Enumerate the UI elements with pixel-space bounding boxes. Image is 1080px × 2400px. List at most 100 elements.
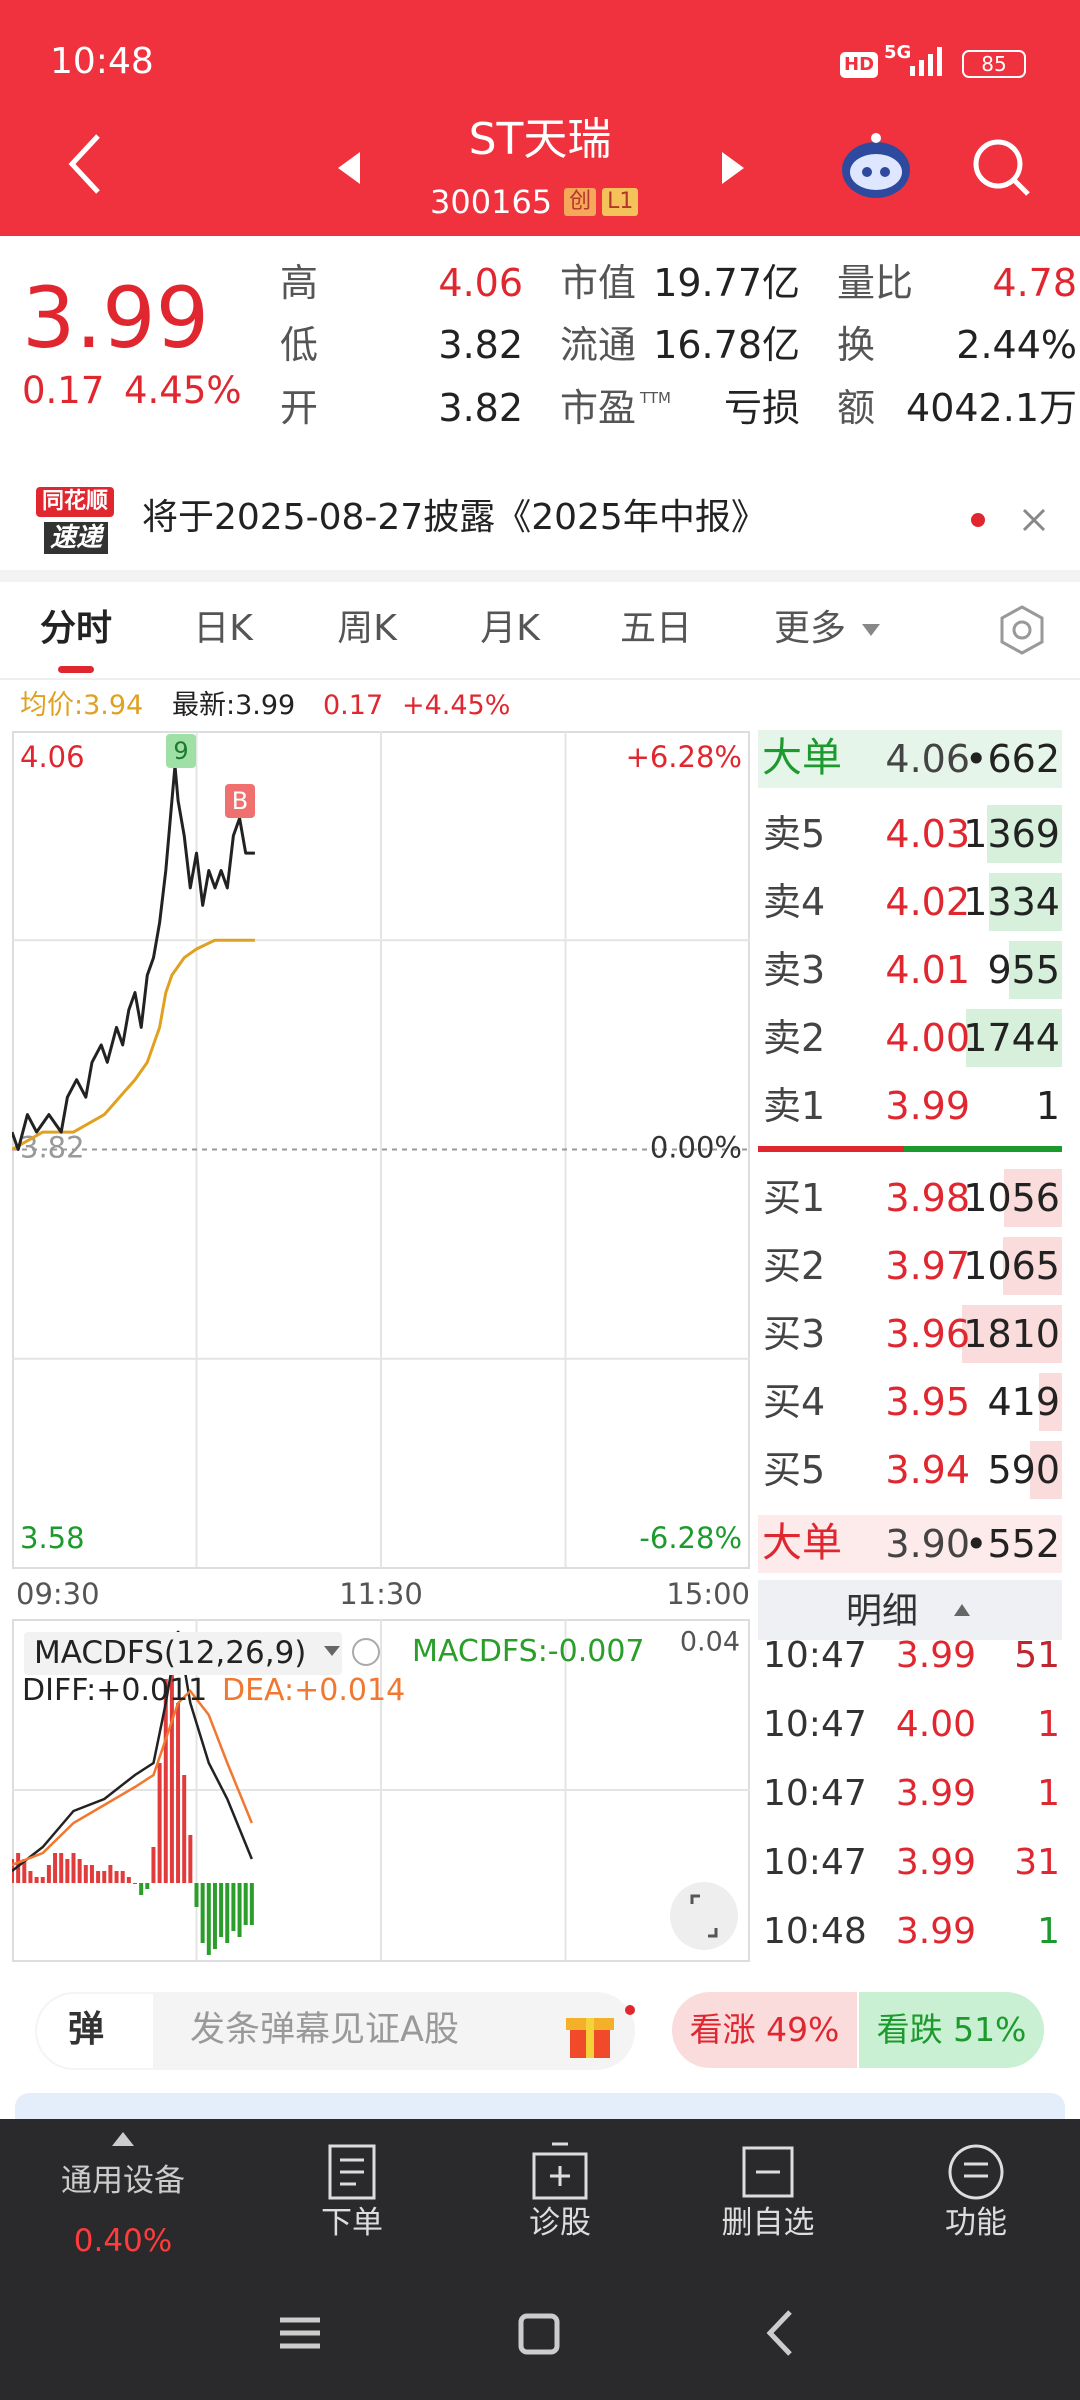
big-order-label: 大单	[762, 735, 842, 781]
big-order-volume: •552	[965, 1522, 1060, 1566]
book-divider-green	[904, 1146, 1062, 1152]
tab[interactable]: 分时	[39, 608, 112, 649]
macd-bar	[151, 1847, 156, 1883]
volume-bar	[1003, 1237, 1062, 1295]
robot-icon[interactable]	[836, 128, 916, 208]
macd-bar	[71, 1853, 76, 1883]
macd-bar	[133, 1883, 137, 1884]
sector-name[interactable]: 通用设备	[61, 2163, 185, 2199]
nav-label[interactable]: 诊股	[529, 2205, 591, 2241]
nav-label[interactable]: 下单	[321, 2205, 383, 2241]
y2-tick-label: -6.28%	[639, 1521, 742, 1555]
big-order-bg	[758, 730, 1062, 788]
y-tick-label: 3.82	[20, 1131, 85, 1165]
macd-bar	[169, 1643, 174, 1883]
badge: 创	[564, 188, 597, 216]
macd-bar	[231, 1883, 236, 1931]
macd-bar	[200, 1883, 205, 1943]
macd-line	[12, 1689, 253, 1867]
caret-up	[954, 1604, 970, 1616]
macd-bar	[237, 1883, 242, 1937]
book-volume: 1744	[963, 1016, 1060, 1060]
trade-time: 10:47	[763, 1640, 867, 1676]
book-divider-red	[758, 1146, 904, 1152]
settings-icon[interactable]	[996, 604, 1048, 656]
notice-bg	[0, 468, 1080, 570]
trade-time: 10:47	[763, 1704, 867, 1745]
stat-value: 4042.1万	[906, 386, 1077, 430]
nav-icon[interactable]	[946, 2142, 1006, 2202]
signal-icon	[910, 47, 942, 76]
battery: 85	[962, 50, 1026, 78]
stock-code: 300165	[430, 183, 553, 221]
indicator-name[interactable]: MACDFS(12,26,9)	[24, 1632, 343, 1675]
tab[interactable]: 月K	[480, 608, 540, 649]
stat-label: 开	[280, 386, 319, 430]
nav-label[interactable]: 功能	[945, 2205, 1007, 2241]
bull-button[interactable]: 看涨 49%	[672, 1992, 857, 2068]
stock-code-row: 300165 创 L1	[430, 183, 639, 221]
macd-bar	[182, 1775, 187, 1883]
back-button[interactable]	[60, 130, 110, 200]
gift-icon[interactable]	[562, 2004, 638, 2064]
book-volume: 1	[1035, 1084, 1060, 1128]
book-label: 买4	[763, 1380, 826, 1424]
next-stock[interactable]	[718, 148, 748, 188]
tab[interactable]: 日K	[193, 608, 253, 649]
book-volume: 1065	[963, 1244, 1060, 1288]
macd-readout: DIFF:+0.011	[22, 1673, 208, 1708]
big-order-price: 4.06	[885, 737, 970, 781]
tab[interactable]: 更多	[773, 608, 846, 649]
tab[interactable]: 五日	[619, 608, 692, 649]
volume-bar	[1029, 1441, 1062, 1499]
system-nav	[280, 2310, 792, 2356]
status-time: 10:48	[50, 41, 154, 82]
macd-bar	[194, 1883, 199, 1907]
macd-bar	[249, 1883, 254, 1925]
brand-top: 同花顺	[36, 487, 115, 517]
danmaku-placeholder: 发条弹幕见证A股	[190, 2010, 459, 2050]
book-label: 买3	[763, 1312, 826, 1356]
book-label: 买2	[763, 1244, 826, 1288]
chart-info-item: 0.17	[323, 690, 384, 721]
search-icon[interactable]	[970, 136, 1034, 200]
volume-bar	[1009, 941, 1062, 999]
tab[interactable]: 周K	[337, 608, 397, 649]
trades-header-bg[interactable]	[758, 1580, 1062, 1640]
badge: L1	[602, 188, 639, 216]
volume-bar	[962, 1305, 1062, 1363]
notice-controls[interactable]	[960, 500, 1060, 540]
book-volume: 1056	[963, 1176, 1060, 1220]
nav-label[interactable]: 删自选	[721, 2205, 815, 2241]
y2-tick-label: +6.28%	[626, 740, 742, 774]
y-tick-label: 4.06	[20, 740, 85, 774]
macd-bar	[46, 1865, 51, 1883]
header-bg	[0, 0, 1080, 236]
macd-bar	[126, 1877, 131, 1883]
macd-bar	[139, 1883, 144, 1895]
stat-label: 流通	[560, 323, 637, 367]
book-price: 3.95	[885, 1380, 970, 1424]
macd-bar	[206, 1883, 211, 1955]
danmaku-badge-bg	[37, 1994, 153, 2068]
macd-bar	[53, 1853, 58, 1883]
nav-icon[interactable]	[530, 2142, 590, 2202]
macd-bar	[114, 1871, 119, 1883]
nav-icon[interactable]	[322, 2142, 382, 2202]
nav-icon[interactable]	[738, 2142, 798, 2202]
book-price: 4.01	[885, 948, 970, 992]
stat-label: 市盈	[560, 386, 637, 430]
prev-stock[interactable]	[334, 148, 364, 188]
average-line	[12, 938, 255, 1151]
book-price: 3.99	[885, 1084, 970, 1128]
bear-button[interactable]: 看跌 51%	[859, 1992, 1044, 2068]
more-caret	[862, 624, 880, 636]
macd-bar	[102, 1871, 107, 1883]
help-icon	[352, 1638, 380, 1666]
caret	[862, 624, 880, 636]
expand-icon	[690, 1894, 718, 1938]
intraday-chart: 4.06 3.82 3.58 +6.28% 0.00% -6.28% 09:30 11:30 1…	[12, 731, 750, 1611]
danmaku-badge: 弹	[68, 2009, 105, 2050]
notice-text[interactable]: 将于2025-08-27披露《2025年中报》	[142, 497, 767, 538]
x-tick-label: 15:00	[666, 1577, 750, 1611]
